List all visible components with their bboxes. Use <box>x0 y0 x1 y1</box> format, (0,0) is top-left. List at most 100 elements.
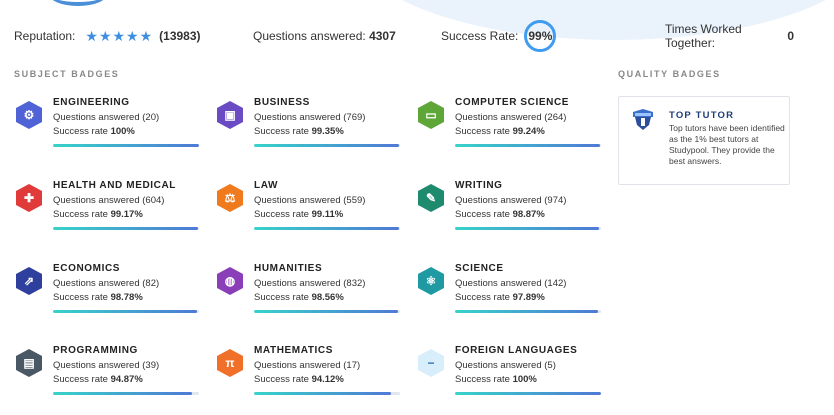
quality-badges-title: QUALITY BADGES <box>618 69 721 79</box>
terminal-icon: ▤ <box>16 349 42 377</box>
questions-answered-stat: Questions answered: 4307 <box>253 18 396 54</box>
badge-success-value: 99.17% <box>110 209 143 220</box>
subject-badge: ◍ HUMANITIES Questions answered (832) Succe… <box>215 263 405 333</box>
reputation-label: Reputation: <box>14 29 76 43</box>
stats-bar: Reputation: ★★★★★ (13983) Questions answ… <box>14 18 794 54</box>
badge-success-value: 94.87% <box>110 374 143 385</box>
success-rate-stat: Success Rate: 99% <box>441 18 557 54</box>
badge-success-label: Success rate <box>455 374 510 385</box>
badge-progress-fill <box>254 310 398 313</box>
badge-success-value: 100% <box>512 374 537 385</box>
top-tutor-title: TOP TUTOR <box>669 110 735 121</box>
badge-questions-answered: Questions answered (5) <box>455 360 556 371</box>
badge-progress-fill <box>53 227 198 230</box>
atom-icon: ⚛ <box>418 267 444 295</box>
gears-icon: ⚙ <box>16 101 42 129</box>
badge-success-rate: Success rate 94.12% <box>254 374 344 385</box>
badge-name: FOREIGN LANGUAGES <box>455 345 578 356</box>
badge-name: WRITING <box>455 180 503 191</box>
badge-success-label: Success rate <box>53 209 108 220</box>
badge-success-rate: Success rate 98.78% <box>53 292 143 303</box>
subject-badge: ⇗ ECONOMICS Questions answered (82) Success… <box>14 263 204 333</box>
success-value: 99% <box>528 29 553 43</box>
badge-progress-fill <box>254 227 399 230</box>
badge-name: HEALTH AND MEDICAL <box>53 180 177 191</box>
badge-questions-answered: Questions answered (604) <box>53 195 165 206</box>
badge-progress-bar <box>254 310 400 313</box>
badge-questions-answered: Questions answered (769) <box>254 112 366 123</box>
badge-success-rate: Success rate 99.17% <box>53 209 143 220</box>
badge-progress-fill <box>455 227 600 230</box>
star-rating-icon: ★★★★★ <box>85 27 154 44</box>
badge-success-label: Success rate <box>53 292 108 303</box>
badge-progress-fill <box>455 310 598 313</box>
top-tutor-card: TOP TUTOR Top tutors have been identifie… <box>618 96 790 185</box>
badge-success-label: Success rate <box>254 126 309 137</box>
badge-progress-bar <box>455 310 601 313</box>
badge-success-value: 100% <box>110 126 135 137</box>
subject-badge: ▭ COMPUTER SCIENCE Questions answered (264… <box>416 97 606 167</box>
avatar-edge <box>48 0 108 6</box>
badge-success-value: 94.12% <box>311 374 344 385</box>
badge-progress-fill <box>254 392 392 395</box>
badge-progress-bar <box>53 227 199 230</box>
badge-success-value: 99.24% <box>512 126 545 137</box>
badge-success-label: Success rate <box>53 126 108 137</box>
badge-name: HUMANITIES <box>254 263 323 274</box>
success-ring: 99% <box>524 20 557 52</box>
globe-icon: ◍ <box>217 267 243 295</box>
badge-success-rate: Success rate 99.24% <box>455 126 545 137</box>
subject-badge: ⚖ LAW Questions answered (559) Success rate… <box>215 180 405 250</box>
badge-success-rate: Success rate 98.56% <box>254 292 344 303</box>
medical-cross-icon: ✚ <box>16 184 42 212</box>
badge-success-rate: Success rate 97.89% <box>455 292 545 303</box>
questions-value: 4307 <box>369 29 396 43</box>
badge-name: ENGINEERING <box>53 97 130 108</box>
badge-progress-bar <box>53 310 199 313</box>
pi-icon: π <box>217 349 243 377</box>
briefcase-icon: ▣ <box>217 101 243 129</box>
reputation-stat: Reputation: ★★★★★ (13983) <box>14 18 201 54</box>
times-value: 0 <box>787 29 794 43</box>
reputation-count: (13983) <box>159 29 201 43</box>
shield-icon <box>633 109 653 130</box>
badge-progress-fill <box>455 144 600 147</box>
badge-questions-answered: Questions answered (39) <box>53 360 160 371</box>
badge-success-value: 98.56% <box>311 292 344 303</box>
badge-name: PROGRAMMING <box>53 345 138 356</box>
badge-progress-bar <box>455 144 601 147</box>
badge-progress-bar <box>53 392 199 395</box>
badge-progress-bar <box>254 144 400 147</box>
badge-success-rate: Success rate 100% <box>53 126 135 137</box>
badge-questions-answered: Questions answered (559) <box>254 195 366 206</box>
badge-success-label: Success rate <box>455 126 510 137</box>
badge-progress-bar <box>53 144 199 147</box>
badge-questions-answered: Questions answered (82) <box>53 278 160 289</box>
subject-badge: − FOREIGN LANGUAGES Questions answered (5)… <box>416 345 606 415</box>
badge-questions-answered: Questions answered (264) <box>455 112 567 123</box>
badge-questions-answered: Questions answered (17) <box>254 360 361 371</box>
badge-success-label: Success rate <box>254 374 309 385</box>
badge-name: LAW <box>254 180 279 191</box>
success-label: Success Rate: <box>441 29 519 43</box>
badge-name: BUSINESS <box>254 97 310 108</box>
minus-icon: − <box>418 349 444 377</box>
badge-name: SCIENCE <box>455 263 504 274</box>
questions-label: Questions answered: <box>253 29 366 43</box>
badge-name: MATHEMATICS <box>254 345 333 356</box>
badge-progress-bar <box>455 392 601 395</box>
subject-badge: ⚛ SCIENCE Questions answered (142) Success … <box>416 263 606 333</box>
badge-success-rate: Success rate 98.87% <box>455 209 545 220</box>
badge-questions-answered: Questions answered (142) <box>455 278 567 289</box>
subject-badge: ✚ HEALTH AND MEDICAL Questions answered (6… <box>14 180 204 250</box>
badge-name: COMPUTER SCIENCE <box>455 97 570 108</box>
badge-success-rate: Success rate 99.11% <box>254 209 343 220</box>
pencil-icon: ✎ <box>418 184 444 212</box>
badge-success-label: Success rate <box>455 292 510 303</box>
badge-success-label: Success rate <box>254 292 309 303</box>
badge-success-value: 97.89% <box>512 292 545 303</box>
badge-progress-fill <box>53 310 198 313</box>
top-tutor-description: Top tutors have been identified as the 1… <box>669 123 785 166</box>
times-worked-together-stat: Times Worked Together: 0 <box>665 18 794 54</box>
badge-success-value: 98.87% <box>512 209 545 220</box>
